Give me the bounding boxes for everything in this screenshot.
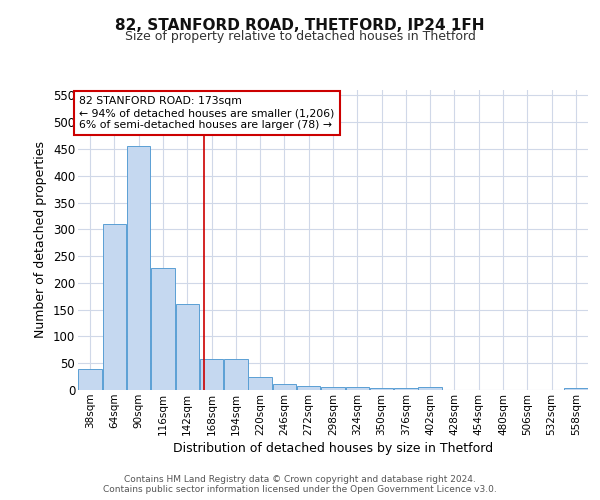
Bar [248,376,272,390]
Text: 82 STANFORD ROAD: 173sqm
← 94% of detached houses are smaller (1,206)
6% of semi: 82 STANFORD ROAD: 173sqm ← 94% of detach… [79,96,334,130]
Bar [418,388,442,390]
Bar [224,359,248,390]
Bar [322,388,344,390]
Bar [200,359,223,390]
Bar [127,146,151,390]
Bar [176,304,199,390]
Text: Size of property relative to detached houses in Thetford: Size of property relative to detached ho… [125,30,475,43]
Bar [370,388,393,390]
X-axis label: Distribution of detached houses by size in Thetford: Distribution of detached houses by size … [173,442,493,455]
Bar [394,388,418,390]
Text: Contains public sector information licensed under the Open Government Licence v3: Contains public sector information licen… [103,485,497,494]
Bar [564,388,587,390]
Y-axis label: Number of detached properties: Number of detached properties [34,142,47,338]
Bar [273,384,296,390]
Bar [346,388,369,390]
Text: Contains HM Land Registry data © Crown copyright and database right 2024.: Contains HM Land Registry data © Crown c… [124,475,476,484]
Bar [79,368,102,390]
Text: 82, STANFORD ROAD, THETFORD, IP24 1FH: 82, STANFORD ROAD, THETFORD, IP24 1FH [115,18,485,32]
Bar [103,224,126,390]
Bar [297,386,320,390]
Bar [151,268,175,390]
